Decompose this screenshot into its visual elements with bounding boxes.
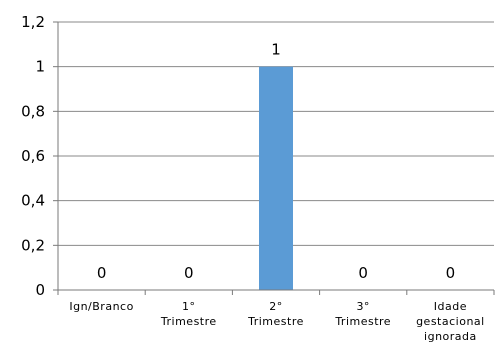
x-tick-label-line: Trimestre: [334, 315, 391, 328]
x-tick-label: 1° Trimestre: [160, 300, 217, 328]
bars: [259, 66, 293, 291]
x-tick-label-line: Ign/Branco: [69, 300, 133, 313]
x-tick-label-line: Trimestre: [160, 315, 217, 328]
x-tick-label-line: Idade: [434, 300, 467, 313]
y-tick-label: 0,4: [21, 192, 45, 210]
data-label: 0: [358, 264, 368, 282]
bar: [259, 66, 293, 291]
x-tick-label-line: Trimestre: [247, 315, 304, 328]
y-tick-label: 0,2: [21, 236, 45, 254]
data-label: 0: [97, 264, 107, 282]
x-tick-label-line: ignorada: [424, 330, 477, 343]
y-tick-label: 1,2: [21, 13, 45, 31]
y-axis-ticks: 0 0,2 0,4 0,6 0,8 1 1,2: [21, 13, 45, 299]
data-labels: 0 0 1 0 0: [97, 41, 455, 282]
data-label: 0: [446, 264, 456, 282]
y-tick-label: 0,6: [21, 147, 45, 165]
data-label: 0: [184, 264, 194, 282]
y-tick-label: 0: [35, 281, 45, 299]
x-tick-label: Ign/Branco: [69, 300, 133, 313]
y-tick-label: 0,8: [21, 102, 45, 120]
x-tick-label-line: 2°: [269, 300, 283, 313]
y-tick-label: 1: [35, 58, 45, 76]
data-label: 1: [271, 41, 281, 59]
x-tick-label: 2° Trimestre: [247, 300, 304, 328]
x-tick-label: Idade gestacional ignorada: [416, 300, 485, 343]
x-tick-label-line: 3°: [356, 300, 370, 313]
x-axis-ticks: Ign/Branco 1° Trimestre 2° Trimestre 3° Trimes…: [69, 300, 484, 343]
x-tick-label: 3° Trimestre: [334, 300, 391, 328]
x-tick-label-line: gestacional: [416, 315, 485, 328]
axes: [53, 21, 495, 295]
x-tick-label-line: 1°: [182, 300, 196, 313]
